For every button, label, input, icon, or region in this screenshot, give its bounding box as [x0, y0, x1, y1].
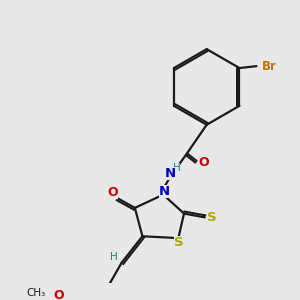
Text: N: N [159, 185, 170, 198]
Text: N: N [165, 167, 176, 180]
Text: H: H [172, 163, 180, 173]
Text: O: O [108, 186, 118, 199]
Text: S: S [207, 211, 216, 224]
Text: O: O [199, 156, 209, 169]
Text: S: S [175, 236, 184, 249]
Text: O: O [54, 289, 64, 300]
Text: H: H [110, 252, 118, 262]
Text: CH₃: CH₃ [27, 288, 46, 298]
Text: Br: Br [262, 60, 277, 73]
